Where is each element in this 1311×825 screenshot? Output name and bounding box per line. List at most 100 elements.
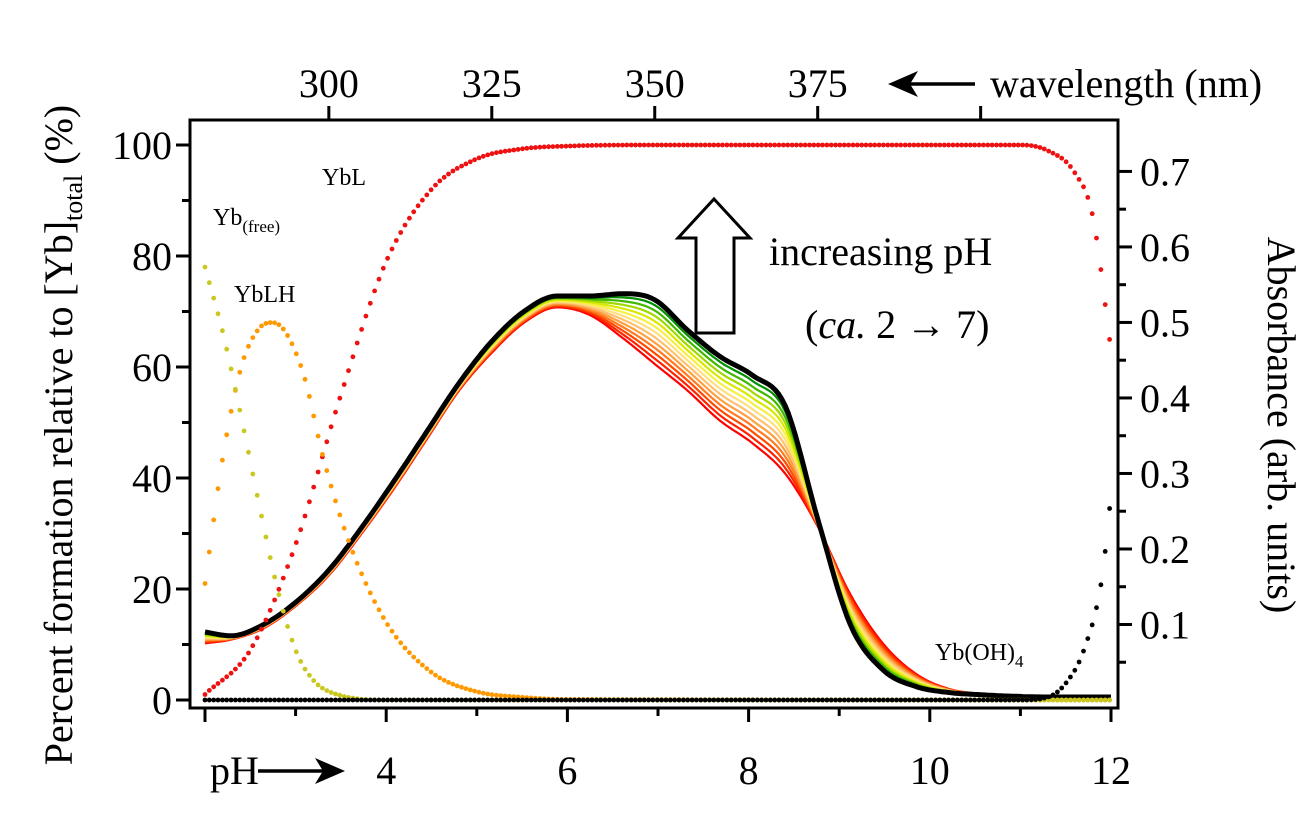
species-point — [1098, 582, 1104, 588]
species-point — [615, 697, 621, 703]
species-point — [480, 153, 486, 159]
species-point — [798, 142, 804, 148]
species-point — [407, 650, 412, 656]
species-point — [841, 142, 847, 148]
species-point — [1055, 153, 1060, 158]
species-point — [511, 697, 517, 703]
species-point — [976, 697, 982, 703]
species-point — [289, 637, 295, 643]
species-point — [959, 142, 965, 148]
species-point — [298, 697, 304, 703]
species-point — [393, 634, 399, 640]
species-point — [276, 697, 282, 703]
species-point — [1050, 697, 1056, 703]
species-point — [985, 142, 991, 148]
species-point — [1063, 680, 1069, 686]
top-tick-label: 300 — [299, 61, 359, 106]
spectrum-line — [204, 305, 1111, 699]
species-point — [833, 697, 838, 703]
species-point — [520, 146, 525, 152]
absorbance-spectra — [204, 291, 1111, 700]
species-point — [441, 677, 447, 683]
species-point — [450, 681, 456, 687]
species-point — [341, 382, 347, 387]
species-point — [241, 697, 247, 703]
species-point — [237, 662, 243, 667]
species-point — [646, 697, 651, 703]
species-point — [824, 697, 830, 703]
species-point — [876, 142, 882, 148]
species-point — [550, 144, 556, 150]
species-point — [250, 335, 256, 340]
species-point — [472, 157, 477, 163]
species-point — [328, 483, 334, 489]
species-point — [1020, 697, 1025, 703]
species-point — [915, 142, 921, 148]
left-axis-ticks: 0 20 40 60 80 100 — [112, 123, 190, 723]
species-point — [620, 697, 625, 703]
species-point — [272, 597, 277, 603]
species-point — [1033, 697, 1038, 702]
species-point — [846, 697, 851, 703]
right-tick-label: 0.5 — [1140, 300, 1190, 345]
species-point — [337, 697, 343, 703]
species-point — [228, 408, 234, 414]
species-point — [285, 564, 290, 569]
species-point — [393, 238, 399, 243]
species-point — [933, 142, 938, 148]
species-point — [250, 697, 256, 703]
species-point — [911, 697, 917, 703]
species-point — [850, 697, 856, 703]
species-point — [246, 449, 251, 455]
species-point — [450, 697, 456, 703]
species-point — [672, 697, 678, 703]
species-point — [428, 697, 434, 703]
species-point — [789, 142, 795, 148]
species-point — [724, 697, 730, 703]
bottom-tick-label: 10 — [910, 748, 950, 793]
species-point — [511, 147, 517, 153]
species-point — [463, 161, 469, 167]
species-point — [220, 697, 225, 703]
species-point — [1007, 697, 1012, 703]
species-point — [741, 142, 747, 148]
species-point — [615, 142, 621, 148]
species-point — [1028, 143, 1034, 149]
species-point — [341, 697, 347, 703]
species-point — [907, 142, 912, 148]
left-tick-label: 0 — [152, 678, 172, 723]
species-point — [415, 658, 421, 664]
species-point — [233, 697, 238, 703]
species-point — [1037, 696, 1043, 702]
species-point — [215, 486, 221, 492]
top-tick-label: 350 — [625, 61, 685, 106]
yb-free-label: Yb(free) — [213, 205, 280, 236]
species-point — [307, 499, 312, 505]
species-point — [224, 432, 230, 438]
species-point — [454, 683, 460, 689]
species-point — [289, 552, 295, 558]
species-point — [237, 697, 243, 703]
species-point — [1072, 170, 1078, 176]
species-point — [963, 697, 969, 703]
species-point — [289, 341, 295, 347]
species-point — [337, 692, 343, 698]
species-point — [285, 333, 290, 338]
species-point — [507, 697, 512, 703]
species-point — [363, 581, 369, 586]
species-point — [363, 313, 369, 319]
species-point — [807, 142, 812, 148]
species-point — [676, 142, 682, 148]
left-tick-label: 100 — [112, 123, 172, 168]
species-point — [259, 626, 264, 632]
species-point — [689, 142, 695, 148]
species-point — [1046, 694, 1052, 700]
species-point — [489, 692, 495, 698]
species-point — [411, 697, 417, 703]
species-point — [467, 159, 473, 165]
species-point — [1107, 337, 1112, 342]
species-point — [720, 142, 725, 148]
increasing-ph-up-arrow-icon — [674, 196, 754, 335]
species-point — [333, 691, 338, 697]
species-point — [898, 697, 904, 703]
